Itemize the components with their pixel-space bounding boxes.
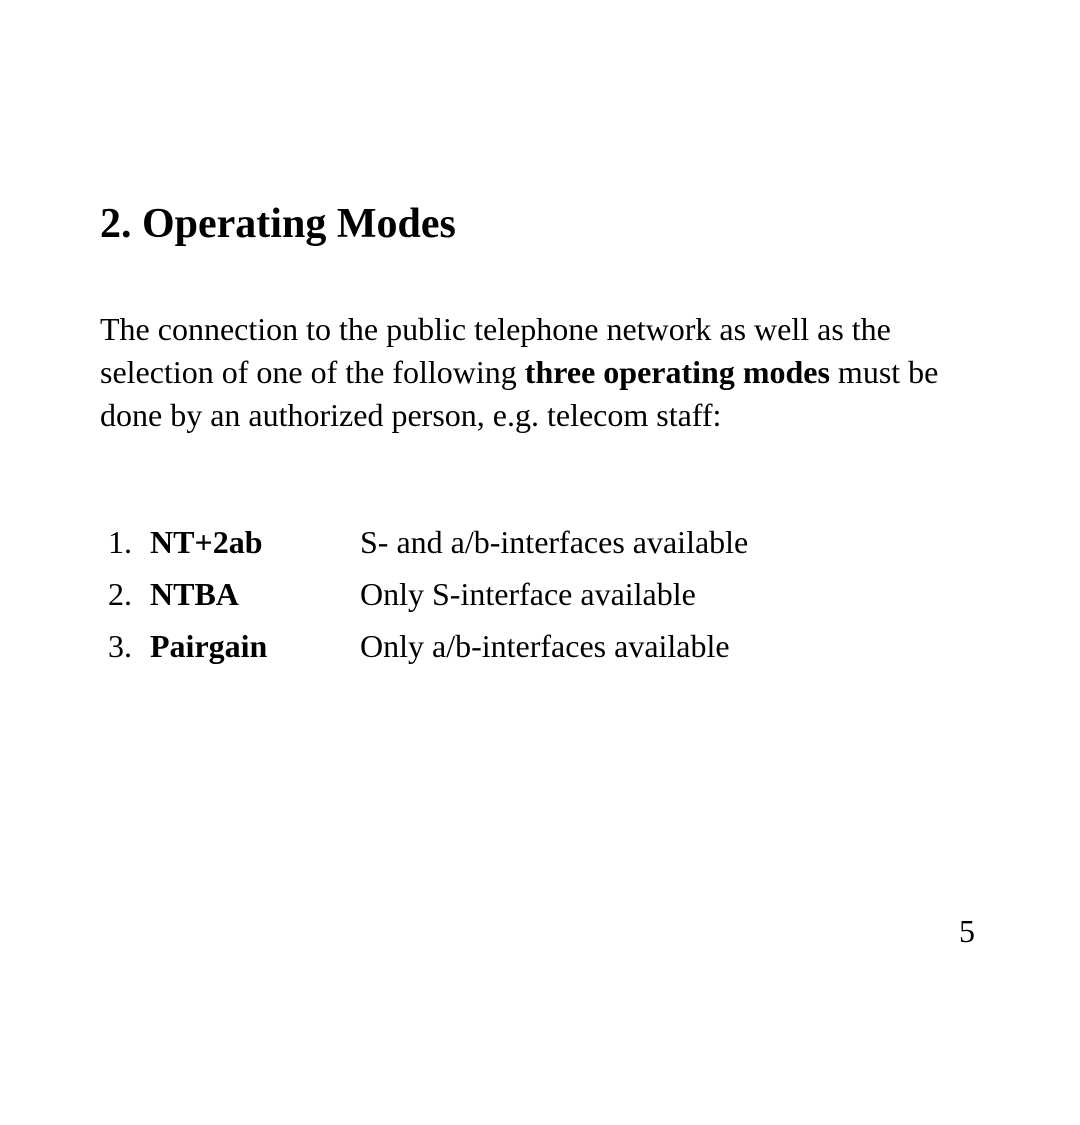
mode-item-description: S- and a/b-interfaces available xyxy=(360,518,980,566)
section-number: 2. xyxy=(100,201,132,247)
mode-item-description: Only a/b-interfaces available xyxy=(360,622,980,670)
mode-item-name: Pairgain xyxy=(150,622,360,670)
mode-row: 2. NTBA Only S-interface available xyxy=(100,570,980,618)
section-heading: 2. Operating Modes xyxy=(100,200,980,248)
mode-item-description: Only S-interface available xyxy=(360,570,980,618)
mode-item-number: 1. xyxy=(100,518,150,566)
section-title: Operating Modes xyxy=(142,201,456,247)
mode-row: 3. Pairgain Only a/b-interfaces availabl… xyxy=(100,622,980,670)
mode-item-number: 2. xyxy=(100,570,150,618)
mode-row: 1. NT+2ab S- and a/b-interfaces availabl… xyxy=(100,518,980,566)
intro-bold-text: three operating modes xyxy=(525,354,830,390)
mode-list: 1. NT+2ab S- and a/b-interfaces availabl… xyxy=(100,518,980,670)
mode-item-name: NTBA xyxy=(150,570,360,618)
page-number: 5 xyxy=(959,913,975,950)
mode-item-name: NT+2ab xyxy=(150,518,360,566)
mode-item-number: 3. xyxy=(100,622,150,670)
intro-paragraph: The connection to the public telephone n… xyxy=(100,308,980,438)
